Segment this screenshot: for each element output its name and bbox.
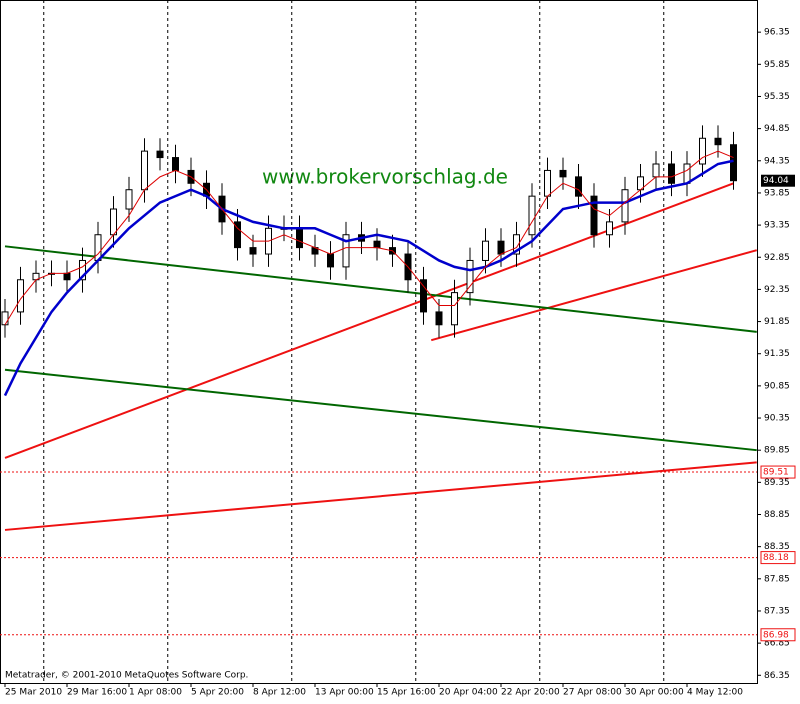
x-tick-label: 20 Apr 04:00 bbox=[439, 688, 498, 698]
y-tick-label: 94.85 bbox=[764, 124, 790, 134]
candle-body bbox=[668, 163, 675, 184]
y-tick-label: 95.85 bbox=[764, 60, 790, 70]
candle-body bbox=[63, 272, 71, 281]
x-tick-label: 5 Apr 20:00 bbox=[191, 688, 244, 698]
x-tick-label: 25 Mar 2010 bbox=[5, 688, 62, 698]
candle-body bbox=[435, 311, 443, 326]
y-tick-label: 93.85 bbox=[764, 188, 790, 198]
candle-body bbox=[296, 227, 303, 249]
trend-line bbox=[4, 461, 757, 531]
y-tick-label: 91.85 bbox=[764, 317, 790, 327]
level-tag bbox=[760, 551, 796, 565]
x-tick-label: 22 Apr 20:00 bbox=[501, 688, 560, 698]
y-tick-label: 90.85 bbox=[764, 381, 790, 391]
y-tick-label: 88.35 bbox=[764, 542, 790, 552]
candle-body bbox=[141, 150, 148, 191]
y-tick-label: 93.35 bbox=[764, 221, 790, 231]
trend-line bbox=[4, 368, 757, 452]
y-tick-label: 87.85 bbox=[764, 574, 790, 584]
y-tick-label: 94.35 bbox=[764, 156, 790, 166]
candle-body bbox=[1, 311, 9, 326]
y-tick-label: 90.35 bbox=[764, 414, 790, 424]
x-tick-label: 13 Apr 00:00 bbox=[315, 688, 374, 698]
candle-body bbox=[451, 292, 458, 326]
x-tick-label: 8 Apr 12:00 bbox=[253, 688, 306, 698]
level-label: 88.18 bbox=[763, 553, 789, 563]
last-price-tag bbox=[761, 174, 795, 187]
candle-body bbox=[606, 221, 613, 236]
candle-body bbox=[513, 234, 520, 255]
candle-body bbox=[528, 195, 536, 236]
y-tick-label: 86.35 bbox=[764, 671, 790, 681]
x-tick-label: 30 Apr 00:00 bbox=[625, 688, 684, 698]
level-tag bbox=[760, 465, 796, 479]
candle-body bbox=[482, 240, 489, 261]
candle-body bbox=[730, 144, 737, 182]
y-tick-label: 87.35 bbox=[764, 606, 790, 616]
y-tick-label: 89.85 bbox=[764, 446, 790, 456]
x-tick-label: 27 Apr 08:00 bbox=[563, 688, 622, 698]
x-tick-label: 4 May 12:00 bbox=[687, 688, 743, 698]
level-label: 86.98 bbox=[763, 630, 789, 640]
candle-body bbox=[652, 163, 660, 178]
candle-body bbox=[683, 163, 691, 184]
candle-body bbox=[466, 259, 474, 294]
x-tick-label: 29 Mar 16:00 bbox=[67, 688, 127, 698]
moving-average bbox=[4, 150, 734, 326]
trend-line bbox=[4, 245, 757, 333]
level-label: 89.51 bbox=[763, 468, 789, 478]
candle-body bbox=[249, 247, 257, 255]
last-price-label: 94.04 bbox=[763, 176, 789, 186]
candle-body bbox=[714, 137, 722, 146]
x-tick-label: 1 Apr 08:00 bbox=[129, 688, 182, 698]
candle-body bbox=[699, 137, 706, 165]
watermark: www.brokervorschlag.de bbox=[262, 165, 508, 189]
candle-body bbox=[420, 279, 427, 313]
candle-body bbox=[621, 189, 629, 223]
candle-body bbox=[342, 234, 350, 268]
y-tick-label: 95.35 bbox=[764, 92, 790, 102]
candle-body bbox=[590, 195, 598, 236]
plot-frame bbox=[0, 0, 758, 684]
candle-body bbox=[172, 157, 179, 171]
candle-body bbox=[575, 176, 582, 197]
y-tick-label: 92.35 bbox=[764, 285, 790, 295]
y-tick-label: 88.85 bbox=[764, 510, 790, 520]
candle-body bbox=[373, 240, 381, 249]
candle-body bbox=[156, 150, 164, 159]
candle-body bbox=[79, 259, 86, 281]
footer: Metatrader, © 2001-2010 MetaQuotes Softw… bbox=[5, 671, 248, 681]
moving-average bbox=[3, 159, 734, 397]
candle-body bbox=[125, 189, 133, 210]
candle-body bbox=[110, 208, 117, 236]
x-tick-label: 15 Apr 16:00 bbox=[377, 688, 436, 698]
y-tick-label: 89.35 bbox=[764, 478, 790, 488]
y-tick-label: 91.35 bbox=[764, 349, 790, 359]
candle-body bbox=[327, 253, 334, 268]
level-tag bbox=[760, 628, 796, 642]
candle-body bbox=[559, 169, 567, 178]
candle-body bbox=[234, 221, 241, 249]
y-tick-label: 96.35 bbox=[764, 28, 790, 38]
trend-line bbox=[430, 249, 758, 342]
candle-body bbox=[544, 169, 551, 197]
y-tick-label: 92.85 bbox=[764, 253, 790, 263]
y-tick-label: 86.85 bbox=[764, 639, 790, 649]
candle-body bbox=[497, 240, 505, 255]
